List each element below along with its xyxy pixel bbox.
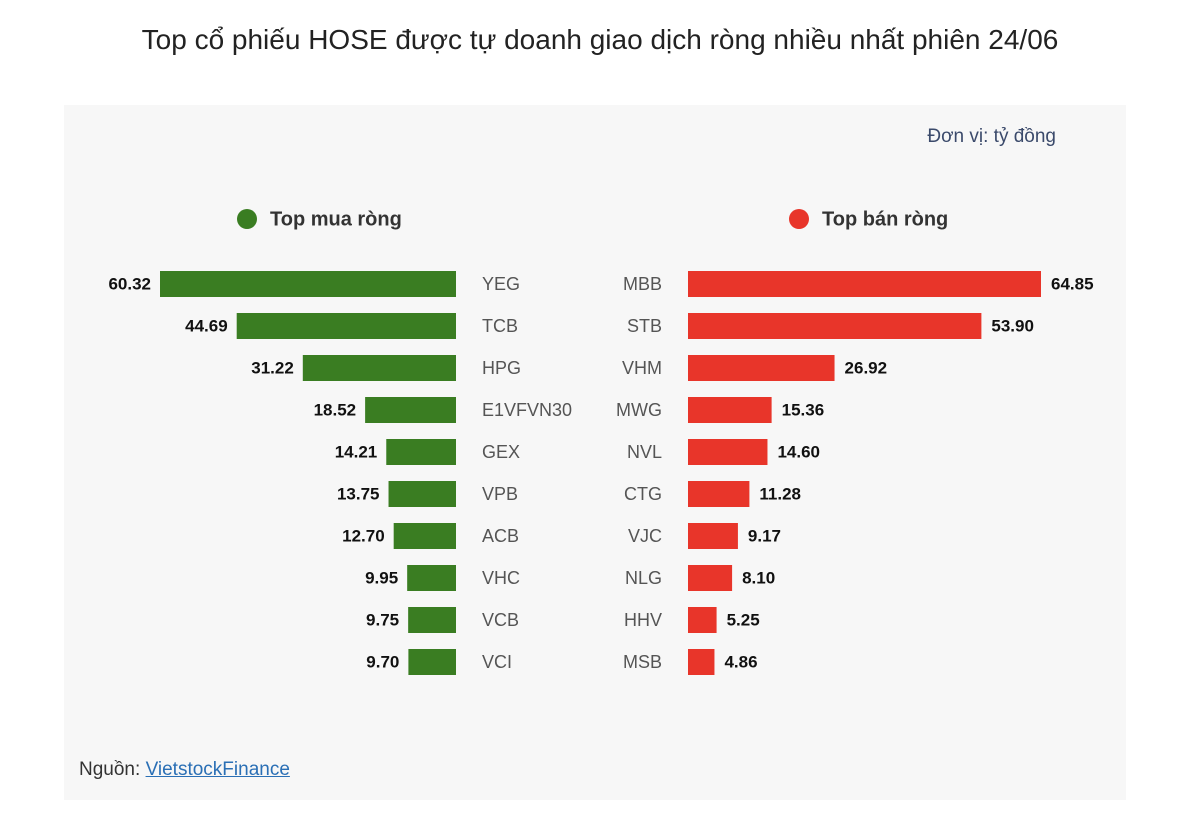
bar — [688, 481, 750, 507]
category-label: NLG — [625, 568, 662, 588]
legend-label: Top mua ròng — [270, 208, 402, 230]
category-label: STB — [627, 316, 662, 336]
category-label: HHV — [624, 610, 662, 630]
bar — [160, 271, 456, 297]
bar — [407, 565, 456, 591]
bar — [688, 649, 715, 675]
category-label: MBB — [623, 274, 662, 294]
unit-note: Đơn vị: tỷ đồng — [927, 126, 1056, 147]
legend-marker — [789, 209, 809, 229]
category-label: E1VFVN30 — [482, 400, 572, 420]
value-label: 31.22 — [251, 358, 294, 377]
bar — [393, 523, 456, 549]
bar — [688, 523, 738, 549]
category-label: MSB — [623, 652, 662, 672]
value-label: 13.75 — [337, 484, 380, 503]
value-label: 9.95 — [365, 568, 398, 587]
category-label: VHC — [482, 568, 520, 588]
value-label: 9.17 — [748, 526, 781, 545]
bar — [688, 355, 835, 381]
source: Nguồn: VietstockFinance — [79, 759, 290, 781]
value-label: 11.28 — [759, 484, 801, 503]
source-label: Nguồn: — [79, 759, 141, 780]
category-label: VPB — [482, 484, 518, 504]
bar — [386, 439, 456, 465]
value-label: 5.25 — [727, 610, 760, 629]
title-box: Top cổ phiếu HOSE được tự doanh giao dịc… — [0, 22, 1200, 58]
value-label: 14.21 — [335, 442, 378, 461]
bar — [408, 607, 456, 633]
bar — [408, 649, 456, 675]
bar — [688, 439, 768, 465]
value-label: 9.75 — [366, 610, 399, 629]
category-label: VHM — [622, 358, 662, 378]
value-label: 53.90 — [991, 316, 1034, 335]
bar — [688, 565, 733, 591]
category-label: GEX — [482, 442, 520, 462]
value-label: 44.69 — [185, 316, 228, 335]
value-label: 18.52 — [314, 400, 357, 419]
category-label: MWG — [616, 400, 662, 420]
bar — [688, 397, 772, 423]
bar — [688, 271, 1041, 297]
category-label: ACB — [482, 526, 519, 546]
legend-marker — [237, 209, 257, 229]
bar — [365, 397, 456, 423]
value-label: 4.86 — [724, 652, 757, 671]
value-label: 26.92 — [845, 358, 888, 377]
chart-title: Top cổ phiếu HOSE được tự doanh giao dịc… — [141, 24, 1059, 55]
source-link[interactable]: VietstockFinance — [145, 759, 290, 780]
category-label: HPG — [482, 358, 521, 378]
category-label: NVL — [627, 442, 662, 462]
value-label: 64.85 — [1051, 274, 1094, 293]
value-label: 14.60 — [777, 442, 820, 461]
legend-label: Top bán ròng — [822, 208, 948, 230]
value-label: 12.70 — [342, 526, 385, 545]
category-label: TCB — [482, 316, 518, 336]
bar — [388, 481, 456, 507]
category-label: YEG — [482, 274, 520, 294]
bar — [688, 607, 717, 633]
value-label: 8.10 — [742, 568, 775, 587]
category-label: VCI — [482, 652, 512, 672]
bar — [236, 313, 456, 339]
category-label: VJC — [628, 526, 662, 546]
value-label: 60.32 — [108, 274, 151, 293]
bar — [302, 355, 456, 381]
value-label: 15.36 — [782, 400, 825, 419]
category-label: CTG — [624, 484, 662, 504]
bar — [688, 313, 982, 339]
panel — [64, 105, 1126, 800]
category-label: VCB — [482, 610, 519, 630]
value-label: 9.70 — [366, 652, 399, 671]
